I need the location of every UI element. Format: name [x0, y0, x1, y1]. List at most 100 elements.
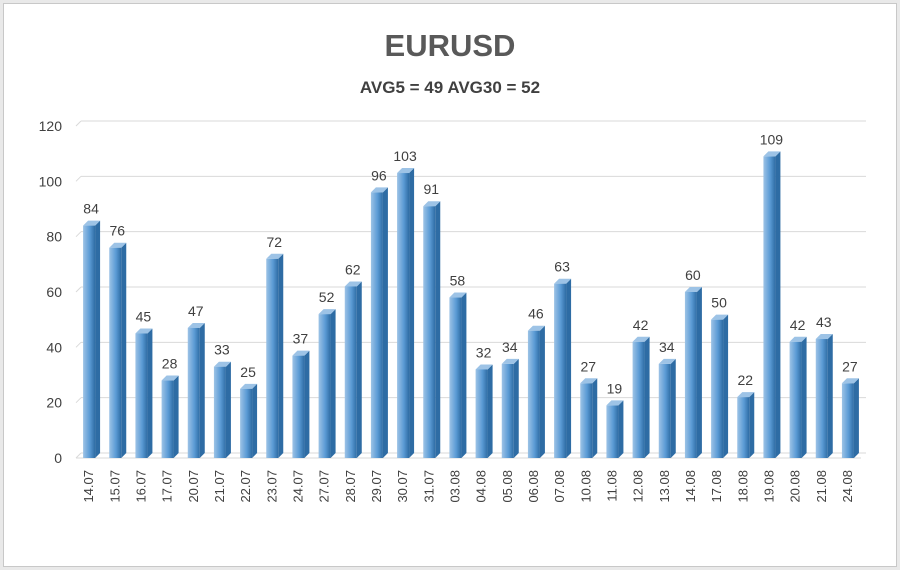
- bar-front: [501, 363, 514, 458]
- grid-line-slant: [75, 231, 82, 238]
- bar-side: [304, 350, 310, 458]
- bar-side: [330, 309, 336, 458]
- x-tick-label: 20.08: [788, 470, 803, 503]
- data-label: 60: [685, 267, 701, 283]
- x-tick-label: 13.08: [657, 470, 672, 503]
- data-label: 43: [816, 314, 832, 330]
- bar: [240, 383, 258, 458]
- bar-side: [853, 378, 859, 458]
- data-label: 27: [580, 358, 596, 374]
- bar-front: [658, 363, 671, 458]
- bar: [815, 334, 833, 458]
- bar-front: [684, 292, 697, 458]
- bar: [397, 168, 415, 459]
- bar-front: [397, 173, 410, 459]
- bar-side: [670, 358, 676, 458]
- bar-side: [121, 242, 127, 458]
- bar-front: [711, 319, 724, 458]
- bar-front: [737, 397, 750, 458]
- data-label: 27: [842, 358, 858, 374]
- data-label: 76: [109, 223, 125, 239]
- data-label: 62: [345, 261, 361, 277]
- data-label: 19: [607, 380, 623, 396]
- bar-top: [841, 378, 859, 384]
- data-label: 25: [240, 364, 256, 380]
- chart-frame: EURUSD AVG5 = 49 AVG30 = 52 0 20 40 60 80 100…: [3, 3, 897, 567]
- x-tick-label: 29.07: [369, 470, 384, 503]
- x-tick-label: 27.07: [317, 470, 332, 503]
- data-label: 58: [450, 273, 466, 289]
- bar-top: [213, 361, 231, 367]
- bar: [423, 201, 441, 458]
- data-label: 45: [136, 309, 152, 325]
- bar: [344, 281, 362, 458]
- x-tick-label: 03.08: [447, 470, 462, 503]
- x-tick-label: 12.08: [631, 470, 646, 503]
- x-tick-label: 15.07: [107, 470, 122, 503]
- bar-front: [83, 225, 96, 458]
- x-tick-label: 05.08: [500, 470, 515, 503]
- x-tick-label: 17.07: [160, 470, 175, 503]
- grid-line-slant: [75, 452, 82, 459]
- data-label: 96: [371, 167, 387, 183]
- data-label: 42: [790, 317, 806, 333]
- bar-front: [815, 339, 828, 458]
- bar-front: [763, 156, 776, 458]
- grid-line-slant: [75, 397, 82, 404]
- bars: [83, 151, 859, 459]
- grid-line-slant: [75, 341, 82, 348]
- bar-side: [173, 375, 179, 458]
- data-label: 91: [423, 181, 439, 197]
- bar-front: [449, 297, 462, 458]
- bar: [763, 151, 781, 458]
- bar-top: [737, 392, 755, 398]
- bar: [370, 187, 388, 458]
- bar-top: [240, 383, 258, 389]
- bar: [527, 325, 545, 458]
- bar-chart: 0 20 40 60 80 100 120 84 76 45 28 47 33 25 72 37 52 62 96…: [39, 118, 866, 503]
- bar-side: [199, 322, 205, 458]
- data-label: 52: [319, 289, 335, 305]
- x-tick-label: 24.08: [840, 470, 855, 503]
- bar-top: [527, 325, 545, 331]
- data-label: 33: [214, 342, 230, 358]
- bar-side: [723, 314, 729, 458]
- bar-side: [539, 325, 545, 458]
- x-tick-label: 21.08: [814, 470, 829, 503]
- grid-lines: [75, 120, 866, 459]
- bar-side: [435, 201, 441, 458]
- bar-top: [815, 334, 833, 340]
- bar-front: [318, 314, 331, 458]
- bar-front: [135, 333, 148, 458]
- bar-front: [423, 206, 436, 458]
- x-tick-label: 17.08: [709, 470, 724, 503]
- bar-side: [801, 336, 807, 458]
- x-tick-label: 30.07: [395, 470, 410, 503]
- bar: [187, 322, 205, 458]
- data-label: 47: [188, 303, 204, 319]
- data-label: 50: [711, 295, 727, 311]
- bar-side: [461, 292, 467, 458]
- data-label: 103: [393, 148, 417, 164]
- bar-top: [789, 336, 807, 342]
- data-label: 84: [83, 201, 99, 217]
- x-tick-label: 06.08: [526, 470, 541, 503]
- x-tick-label: 07.08: [552, 470, 567, 503]
- bar-top: [632, 336, 650, 342]
- bar-side: [95, 220, 101, 458]
- bar: [841, 378, 859, 458]
- bar-side: [225, 361, 231, 458]
- bar: [292, 350, 310, 458]
- data-label: 34: [659, 339, 675, 355]
- bar-front: [187, 327, 200, 458]
- bar-top: [423, 201, 441, 207]
- bar: [554, 278, 572, 458]
- bar-side: [592, 378, 598, 458]
- bar: [606, 400, 624, 458]
- bar-top: [318, 309, 336, 315]
- bar-front: [789, 341, 802, 458]
- data-label: 42: [633, 317, 649, 333]
- bar: [83, 220, 101, 458]
- bar-top: [344, 281, 362, 287]
- bar-top: [266, 253, 284, 259]
